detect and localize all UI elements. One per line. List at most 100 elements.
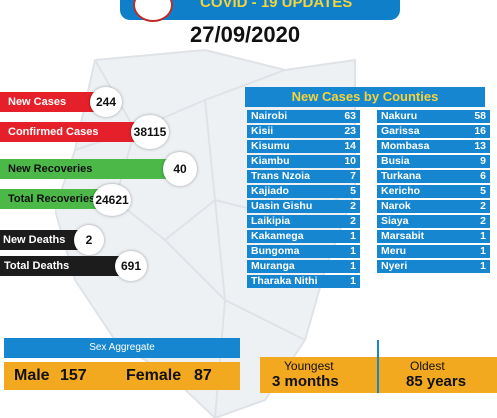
- county-value: 1: [480, 245, 486, 257]
- county-name: Kisumu: [251, 140, 290, 152]
- report-date: 27/09/2020: [190, 22, 301, 47]
- county-name: Kakamega: [251, 230, 304, 242]
- county-name: Meru: [381, 245, 407, 257]
- county-row: Nyeri 1: [377, 260, 490, 273]
- county-value: 9: [480, 155, 486, 167]
- county-name: Kisii: [251, 125, 274, 137]
- county-value: 5: [350, 185, 356, 197]
- county-name: Kajiado: [251, 185, 289, 197]
- county-value: 1: [480, 230, 486, 242]
- male-value: 157: [60, 367, 87, 384]
- confirmed-cases-label: Confirmed Cases: [8, 126, 99, 138]
- county-name: Nyeri: [381, 260, 408, 272]
- county-row: Garissa 16: [377, 125, 490, 138]
- youngest-value: 3 months: [272, 373, 339, 390]
- new-recoveries-label: New Recoveries: [8, 163, 93, 175]
- page-title: COVID - 19 UPDATES: [200, 0, 353, 11]
- county-row: Mombasa 13: [377, 140, 490, 153]
- youngest-label: Youngest: [284, 359, 334, 373]
- county-name: Kericho: [381, 185, 421, 197]
- county-row: Kajiado 5: [247, 185, 360, 198]
- county-value: 16: [474, 125, 486, 137]
- county-name: Marsabit: [381, 230, 425, 242]
- county-value: 23: [344, 125, 356, 137]
- county-row: Uasin Gishu 2: [247, 200, 360, 213]
- county-value: 1: [350, 245, 356, 257]
- county-row: Laikipia 2: [247, 215, 360, 228]
- county-name: Garissa: [381, 125, 420, 137]
- county-row: Kisii 23: [247, 125, 360, 138]
- new-deaths-value: 2: [74, 225, 104, 255]
- county-row: Nakuru 58: [377, 110, 490, 123]
- new-recoveries-value: 40: [163, 152, 197, 186]
- age-divider: [377, 340, 379, 393]
- confirmed-cases-bar: Confirmed Cases: [0, 122, 138, 142]
- county-value: 2: [480, 215, 486, 227]
- new-deaths-bar: New Deaths: [0, 230, 80, 250]
- confirmed-cases-value: 38115: [131, 115, 169, 149]
- total-deaths-bar: Total Deaths: [0, 256, 122, 276]
- county-value: 10: [344, 155, 356, 167]
- new-cases-bar: New Cases: [0, 92, 96, 112]
- new-cases-value: 244: [90, 87, 122, 117]
- county-name: Bungoma: [251, 245, 300, 257]
- county-value: 2: [480, 200, 486, 212]
- county-name: Nakuru: [381, 110, 418, 122]
- oldest-value: 85 years: [406, 373, 467, 390]
- counties-left-column: Nairobi 63 Kisii 23 Kisumu 14 Kiambu 10 Trans Nz…: [247, 110, 360, 290]
- county-value: 2: [350, 215, 356, 227]
- county-value: 1: [350, 260, 356, 272]
- county-row: Kiambu 10: [247, 155, 360, 168]
- county-row: Turkana 6: [377, 170, 490, 183]
- county-name: Mombasa: [381, 140, 430, 152]
- county-name: Muranga: [251, 260, 295, 272]
- new-deaths-label: New Deaths: [3, 234, 66, 246]
- county-row: Muranga 1: [247, 260, 360, 273]
- county-value: 13: [474, 140, 486, 152]
- county-value: 7: [350, 170, 356, 182]
- oldest-label: Oldest: [410, 359, 445, 373]
- county-name: Narok: [381, 200, 411, 212]
- total-deaths-label: Total Deaths: [4, 260, 70, 272]
- county-name: Trans Nzoia: [251, 170, 310, 182]
- county-value: 2: [350, 200, 356, 212]
- county-name: Siaya: [381, 215, 409, 227]
- sex-aggregate-title: Sex Aggregate: [4, 338, 240, 358]
- total-recoveries-bar: Total Recoveries: [0, 189, 100, 209]
- county-name: Turkana: [381, 170, 422, 182]
- county-row: Busia 9: [377, 155, 490, 168]
- county-value: 5: [480, 185, 486, 197]
- county-row: Kisumu 14: [247, 140, 360, 153]
- county-name: Kiambu: [251, 155, 290, 167]
- county-row: Kakamega 1: [247, 230, 360, 243]
- total-deaths-value: 691: [115, 251, 147, 281]
- county-row: Nairobi 63: [247, 110, 360, 123]
- county-value: 6: [480, 170, 486, 182]
- county-value: 63: [344, 110, 356, 122]
- county-value: 1: [480, 260, 486, 272]
- county-value: 1: [350, 275, 356, 287]
- county-row: Siaya 2: [377, 215, 490, 228]
- county-row: Meru 1: [377, 245, 490, 258]
- county-value: 14: [344, 140, 356, 152]
- total-recoveries-value: 24621: [93, 184, 131, 216]
- new-cases-label: New Cases: [8, 96, 67, 108]
- county-name: Uasin Gishu: [251, 200, 313, 212]
- counties-right-column: Nakuru 58 Garissa 16 Mombasa 13 Busia 9 Turkana 6…: [377, 110, 490, 275]
- header-banner: [120, 0, 400, 20]
- counties-title: New Cases by Counties: [245, 87, 485, 107]
- county-row: Bungoma 1: [247, 245, 360, 258]
- county-name: Busia: [381, 155, 410, 167]
- county-value: 1: [350, 230, 356, 242]
- county-value: 58: [474, 110, 486, 122]
- female-label: Female: [126, 367, 182, 384]
- total-recoveries-label: Total Recoveries: [8, 193, 96, 205]
- county-row: Marsabit 1: [377, 230, 490, 243]
- county-name: Nairobi: [251, 110, 288, 122]
- sex-aggregate-panel: Male 157 Female 87: [4, 362, 240, 390]
- county-row: Trans Nzoia 7: [247, 170, 360, 183]
- county-name: Tharaka Nithi: [251, 275, 318, 287]
- county-name: Laikipia: [251, 215, 291, 227]
- new-recoveries-bar: New Recoveries: [0, 159, 170, 179]
- county-row: Narok 2: [377, 200, 490, 213]
